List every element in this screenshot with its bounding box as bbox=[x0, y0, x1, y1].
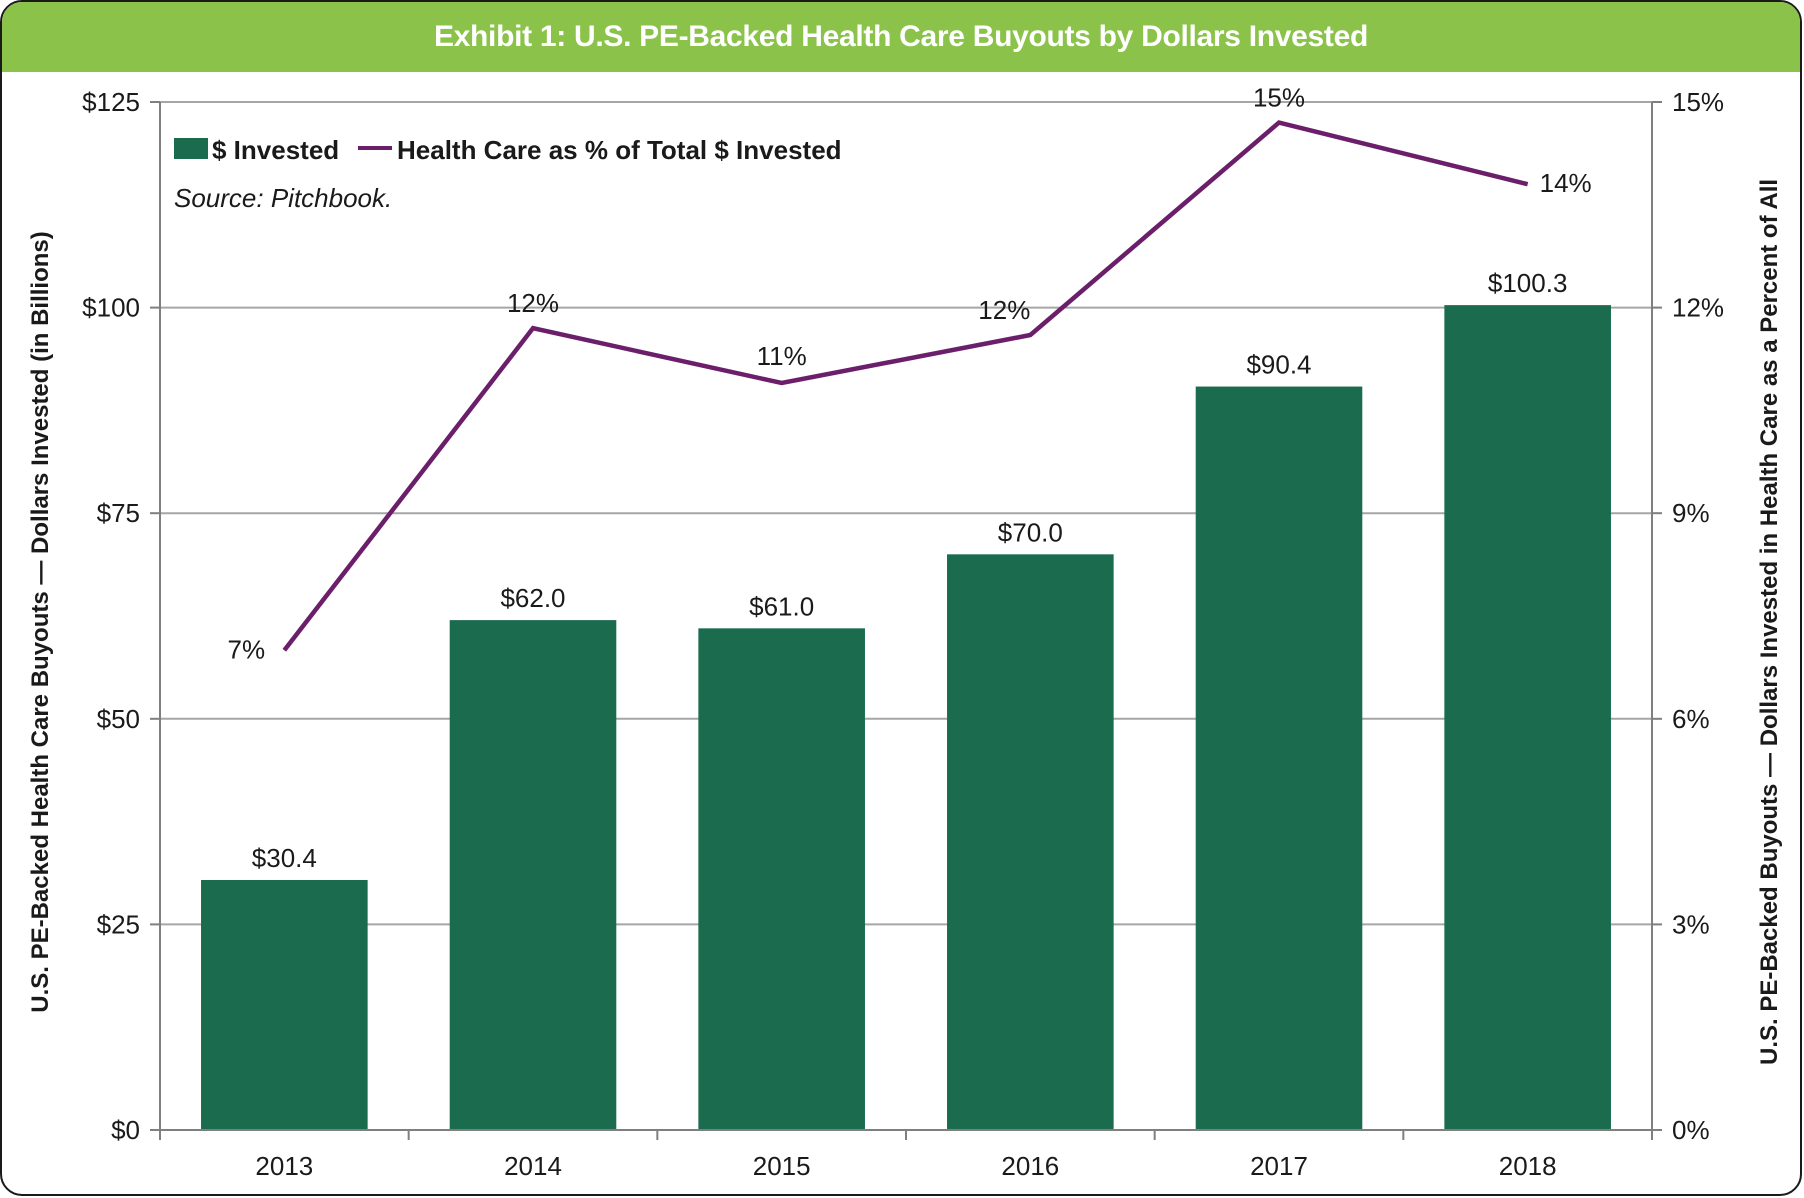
percent-value-label: 11% bbox=[757, 341, 807, 371]
legend-bar-label: $ Invested bbox=[212, 135, 339, 165]
bar-value-label: $90.4 bbox=[1246, 350, 1311, 380]
axes: $0 $25 $50 $75 $100 $125 0% 3% 6% 9% 12% 15% 2013 201… bbox=[82, 87, 1724, 1181]
x-tick-label: 2014 bbox=[504, 1151, 562, 1181]
percent-value-label: 15% bbox=[1253, 83, 1305, 113]
y-left-tick-label: $75 bbox=[97, 498, 140, 528]
percent-value-label: 12% bbox=[978, 295, 1030, 325]
y-left-tick-label: $100 bbox=[82, 293, 140, 323]
y-left-axis-title: U.S. PE-Backed Health Care Buyouts — Dol… bbox=[27, 231, 54, 1013]
legend: $ Invested Health Care as % of Total $ I… bbox=[174, 135, 842, 213]
bar-value-label: $61.0 bbox=[749, 591, 814, 621]
y-left-tick-label: $125 bbox=[82, 87, 140, 117]
bars bbox=[201, 305, 1611, 1130]
bar-2015 bbox=[698, 628, 865, 1130]
x-tick-label: 2013 bbox=[255, 1151, 313, 1181]
y-left-tick-label: $25 bbox=[97, 909, 140, 939]
x-tick-label: 2016 bbox=[1001, 1151, 1059, 1181]
x-tick-label: 2015 bbox=[753, 1151, 811, 1181]
legend-line-label: Health Care as % of Total $ Invested bbox=[397, 135, 842, 165]
percent-series-line bbox=[282, 120, 1529, 652]
bar-value-label: $62.0 bbox=[500, 583, 565, 613]
title-bar: Exhibit 1: U.S. PE-Backed Health Care Bu… bbox=[2, 2, 1800, 72]
legend-bar-swatch bbox=[174, 138, 208, 159]
y-right-tick-label: 12% bbox=[1672, 293, 1724, 323]
y-right-tick-label: 6% bbox=[1672, 704, 1710, 734]
y-left-tick-label: $50 bbox=[97, 704, 140, 734]
percent-value-label: 12% bbox=[507, 288, 559, 318]
y-right-tick-label: 15% bbox=[1672, 87, 1724, 117]
percent-value-label: 7% bbox=[228, 634, 266, 664]
bar-2016 bbox=[947, 554, 1114, 1130]
x-tick-label: 2018 bbox=[1499, 1151, 1557, 1181]
bar-2017 bbox=[1195, 386, 1363, 1130]
y-left-tick-label: $0 bbox=[111, 1115, 140, 1145]
y-right-tick-label: 3% bbox=[1672, 909, 1710, 939]
data-labels: $30.4 $62.0 $61.0 $70.0 $90.4 $100.3 7% 12% 11% 1… bbox=[228, 83, 1592, 873]
x-tick-label: 2017 bbox=[1250, 1151, 1308, 1181]
percent-line bbox=[282, 120, 1529, 652]
y-right-tick-label: 9% bbox=[1672, 498, 1710, 528]
bar-value-label: $30.4 bbox=[252, 843, 317, 873]
bar-2014 bbox=[449, 620, 617, 1130]
percent-value-label: 14% bbox=[1540, 168, 1592, 198]
bar-value-label: $100.3 bbox=[1488, 268, 1568, 298]
bar-2013 bbox=[201, 879, 368, 1130]
source-note: Source: Pitchbook. bbox=[174, 183, 392, 213]
chart-title: Exhibit 1: U.S. PE-Backed Health Care Bu… bbox=[433, 20, 1369, 53]
y-right-tick-label: 0% bbox=[1672, 1115, 1710, 1145]
bar-value-label: $70.0 bbox=[998, 517, 1063, 547]
gridlines bbox=[160, 101, 1652, 926]
y-right-axis-title: U.S. PE-Backed Buyouts — Dollars Investe… bbox=[1756, 179, 1783, 1065]
bar-2018 bbox=[1444, 305, 1611, 1130]
